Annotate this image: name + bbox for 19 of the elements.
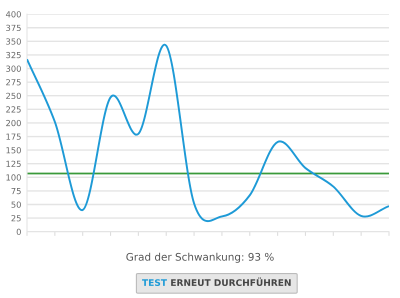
y-tick-label: 150 [6, 147, 21, 154]
y-tick-label: 225 [6, 106, 21, 113]
y-tick-label: 200 [6, 120, 21, 126]
y-tick-label: 275 [6, 79, 21, 86]
y-tick-label: 175 [6, 134, 21, 140]
y-tick-label: 350 [6, 38, 21, 45]
y-tick-label: 25 [11, 215, 21, 222]
y-tick-label: 100 [6, 174, 21, 181]
y-tick-label: 50 [11, 201, 21, 208]
y-tick-label: 400 [6, 11, 21, 18]
text: TEST ERNEUT DURCHFÜHREN [142, 278, 291, 286]
y-tick-label: 75 [12, 188, 21, 194]
y-tick-label: 300 [6, 66, 21, 72]
y-tick-label: 250 [6, 92, 21, 100]
y-tick-label: 375 [6, 24, 21, 32]
y-tick-label: 325 [6, 52, 21, 58]
text: Grad der Schwankung: 93 % [126, 252, 274, 263]
y-tick-label: 0 [16, 228, 21, 235]
y-tick-label: 125 [6, 160, 21, 167]
